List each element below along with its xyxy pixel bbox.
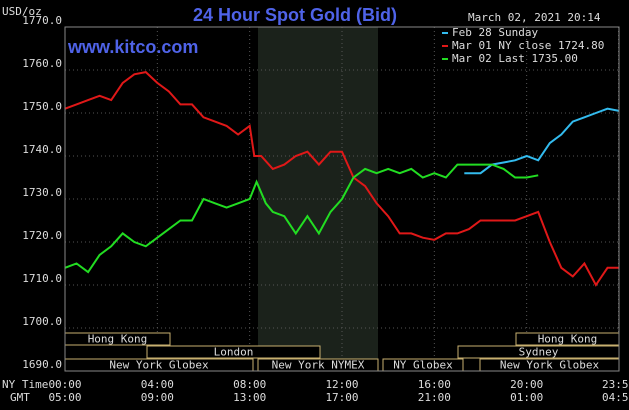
series-line bbox=[64, 163, 539, 274]
sessions: Hong Kong London New York Globex New York N… bbox=[64, 332, 620, 372]
gmt-tick-label: 17:00 bbox=[325, 391, 358, 404]
timestamp: March 02, 2021 20:14 bbox=[468, 11, 601, 24]
session-label: Hong Kong bbox=[538, 333, 598, 346]
gmt-tick-label: 09:00 bbox=[141, 391, 174, 404]
x-tick-label: 16:00 bbox=[418, 378, 451, 391]
legend-label: Feb 28 Sunday bbox=[452, 26, 538, 39]
gmt-tick-label: 04:59 bbox=[602, 391, 629, 404]
y-tick-label: 1690.0 bbox=[22, 358, 62, 371]
y-tick-label: 1700.0 bbox=[22, 315, 62, 328]
chart-title: 24 Hour Spot Gold (Bid) bbox=[193, 5, 397, 25]
y-tick-label: 1760.0 bbox=[22, 57, 62, 70]
x-tick-label: 23:59 bbox=[602, 378, 629, 391]
series-line bbox=[64, 71, 619, 287]
gmt-tick-label: 05:00 bbox=[48, 391, 81, 404]
legend-label: Mar 01 NY close 1724.80 bbox=[452, 39, 604, 52]
y-tick-label: 1720.0 bbox=[22, 229, 62, 242]
session-label: Sydney bbox=[519, 346, 559, 359]
session-label: Hong Kong bbox=[88, 333, 148, 346]
series-line bbox=[464, 107, 620, 175]
y-tick-label: 1710.0 bbox=[22, 272, 62, 285]
session-label: New York Globex bbox=[109, 359, 209, 372]
session-label: NY Globex bbox=[393, 359, 453, 372]
gmt-tick-label: 13:00 bbox=[233, 391, 266, 404]
gmt-tick-label: 21:00 bbox=[418, 391, 451, 404]
plot-frame bbox=[64, 26, 620, 372]
lines bbox=[64, 71, 620, 287]
x-tick-label: 20:00 bbox=[510, 378, 543, 391]
y-tick-label: 1770.0 bbox=[22, 14, 62, 27]
session-box bbox=[146, 345, 321, 359]
x-tick-label: 04:00 bbox=[141, 378, 174, 391]
x-tick-label: 12:00 bbox=[325, 378, 358, 391]
legend-label: Mar 02 Last 1735.00 bbox=[452, 52, 578, 65]
session-label: New York Globex bbox=[500, 359, 600, 372]
gmt-label: GMT bbox=[10, 391, 30, 404]
session-label: London bbox=[214, 346, 254, 359]
y-axis-label: USD/oz bbox=[2, 5, 42, 18]
y-tick-label: 1750.0 bbox=[22, 100, 62, 113]
ny-time-label: NY Time bbox=[2, 378, 48, 391]
y-tick-label: 1740.0 bbox=[22, 143, 62, 156]
site-label: www.kitco.com bbox=[67, 37, 198, 57]
gmt-tick-label: 01:00 bbox=[510, 391, 543, 404]
y-tick-label: 1730.0 bbox=[22, 186, 62, 199]
x-tick-label: 08:00 bbox=[233, 378, 266, 391]
x-tick-label: 00:00 bbox=[48, 378, 81, 391]
session-label: New York NYMEX bbox=[272, 359, 365, 372]
